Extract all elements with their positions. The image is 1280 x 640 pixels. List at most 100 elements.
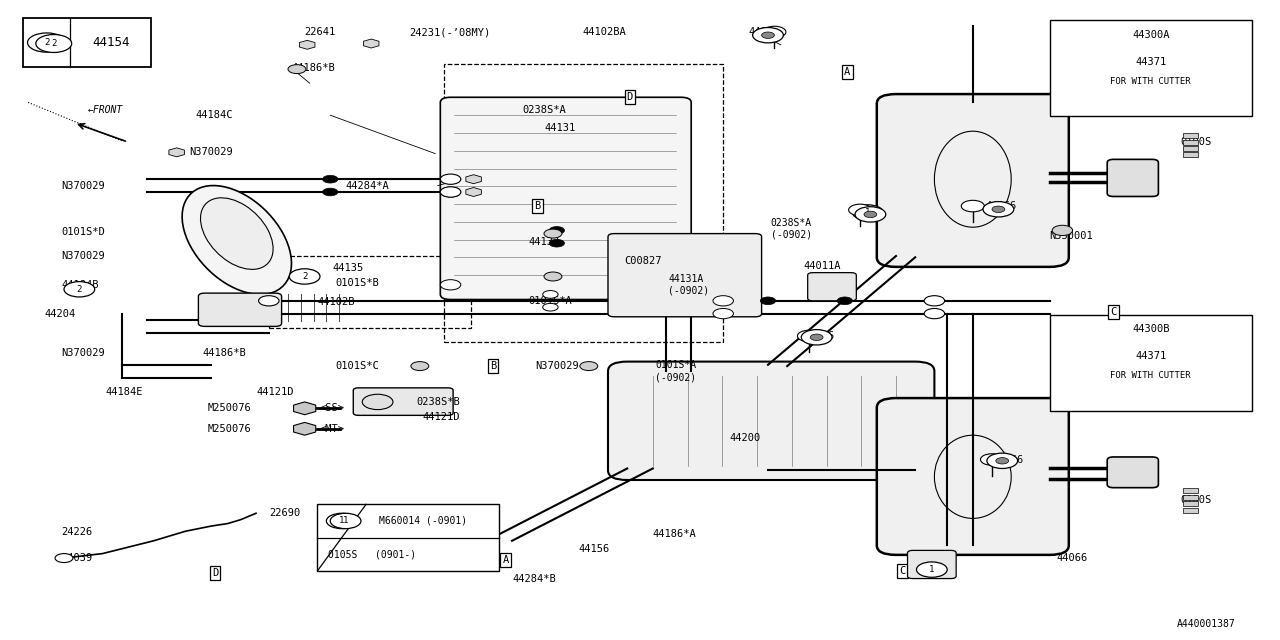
Ellipse shape — [201, 198, 273, 269]
Circle shape — [760, 297, 776, 305]
Text: A440001387: A440001387 — [1176, 619, 1235, 629]
Circle shape — [544, 229, 562, 238]
Circle shape — [961, 200, 984, 212]
Circle shape — [864, 211, 877, 218]
Bar — [1183, 133, 1198, 138]
Circle shape — [987, 453, 1018, 468]
Circle shape — [362, 394, 393, 410]
Text: D: D — [212, 568, 218, 578]
Circle shape — [849, 204, 872, 216]
Text: 1: 1 — [343, 516, 348, 525]
Text: 44156: 44156 — [579, 544, 609, 554]
Text: N370029: N370029 — [61, 251, 105, 261]
Text: A: A — [845, 67, 850, 77]
Text: 44133: 44133 — [529, 237, 559, 247]
Text: 44154: 44154 — [92, 36, 129, 49]
Text: 2: 2 — [44, 38, 50, 47]
Circle shape — [543, 291, 558, 298]
Circle shape — [259, 296, 279, 306]
Circle shape — [580, 362, 598, 371]
Bar — [1183, 501, 1198, 506]
Text: 1: 1 — [339, 516, 344, 525]
Circle shape — [544, 272, 562, 281]
Circle shape — [36, 35, 72, 52]
Text: 0101S*A
(-0902): 0101S*A (-0902) — [655, 360, 696, 382]
Circle shape — [288, 65, 306, 74]
Circle shape — [411, 362, 429, 371]
Circle shape — [549, 227, 564, 234]
Text: 44184C: 44184C — [196, 110, 233, 120]
Circle shape — [763, 26, 786, 38]
Text: D: D — [627, 92, 632, 102]
Bar — [1183, 488, 1198, 493]
Circle shape — [440, 187, 461, 197]
Text: 0101S*B: 0101S*B — [335, 278, 379, 288]
FancyBboxPatch shape — [877, 94, 1069, 267]
Circle shape — [980, 454, 1004, 465]
FancyBboxPatch shape — [908, 550, 956, 579]
Text: 44184E: 44184E — [105, 387, 142, 397]
Text: 44011A: 44011A — [804, 260, 841, 271]
Text: 0105S   (0901-): 0105S (0901-) — [328, 549, 416, 559]
Text: N370029: N370029 — [61, 180, 105, 191]
Circle shape — [992, 206, 1005, 212]
Text: 44131: 44131 — [544, 123, 575, 133]
Circle shape — [330, 513, 361, 529]
Circle shape — [440, 280, 461, 290]
Circle shape — [916, 562, 947, 577]
Text: 44066: 44066 — [1056, 553, 1087, 563]
Circle shape — [440, 187, 461, 197]
Circle shape — [852, 205, 883, 220]
Text: C: C — [900, 566, 905, 576]
Text: 44102BA: 44102BA — [582, 27, 626, 37]
Text: 44066: 44066 — [804, 331, 835, 341]
Text: M660014 (-0901): M660014 (-0901) — [379, 516, 467, 526]
FancyBboxPatch shape — [608, 362, 934, 480]
FancyBboxPatch shape — [440, 97, 691, 300]
Text: 44121D: 44121D — [422, 412, 460, 422]
Bar — [1050, 315, 1252, 411]
Text: 44200: 44200 — [730, 433, 760, 444]
Text: 44186*B: 44186*B — [202, 348, 246, 358]
Text: 44371: 44371 — [1135, 57, 1166, 67]
Text: 0100S: 0100S — [1180, 495, 1211, 506]
Circle shape — [55, 554, 73, 563]
Text: ←FRONT: ←FRONT — [87, 105, 123, 115]
Text: <MT>: <MT> — [320, 424, 346, 434]
Text: 44300A: 44300A — [1132, 29, 1170, 40]
Text: C: C — [1111, 307, 1116, 317]
Circle shape — [28, 33, 67, 52]
Text: 1: 1 — [865, 208, 870, 217]
Text: 44186*B: 44186*B — [292, 63, 335, 74]
Circle shape — [855, 207, 886, 222]
FancyBboxPatch shape — [198, 293, 282, 326]
Text: 0101S*C: 0101S*C — [335, 361, 379, 371]
Circle shape — [837, 297, 852, 305]
Circle shape — [1052, 225, 1073, 236]
Circle shape — [983, 202, 1014, 217]
Circle shape — [64, 282, 95, 297]
Text: <SS>: <SS> — [320, 403, 346, 413]
Bar — [1183, 508, 1198, 513]
FancyBboxPatch shape — [877, 398, 1069, 555]
Bar — [1183, 152, 1198, 157]
FancyBboxPatch shape — [353, 388, 453, 415]
Circle shape — [762, 32, 774, 38]
Circle shape — [713, 308, 733, 319]
Circle shape — [810, 334, 823, 340]
Text: FOR WITH CUTTER: FOR WITH CUTTER — [1111, 371, 1190, 380]
Circle shape — [924, 296, 945, 306]
Text: 44102B: 44102B — [317, 297, 355, 307]
Text: 22690: 22690 — [269, 508, 300, 518]
Text: 44135: 44135 — [333, 262, 364, 273]
Text: 44066: 44066 — [749, 27, 780, 37]
Bar — [1183, 140, 1198, 145]
Text: C00827: C00827 — [625, 256, 662, 266]
Text: B: B — [535, 201, 540, 211]
Text: 44284*B: 44284*B — [512, 574, 556, 584]
Text: 2: 2 — [51, 39, 56, 48]
Circle shape — [543, 303, 558, 311]
Circle shape — [797, 330, 820, 342]
Circle shape — [924, 308, 945, 319]
Text: 44186*A: 44186*A — [653, 529, 696, 540]
